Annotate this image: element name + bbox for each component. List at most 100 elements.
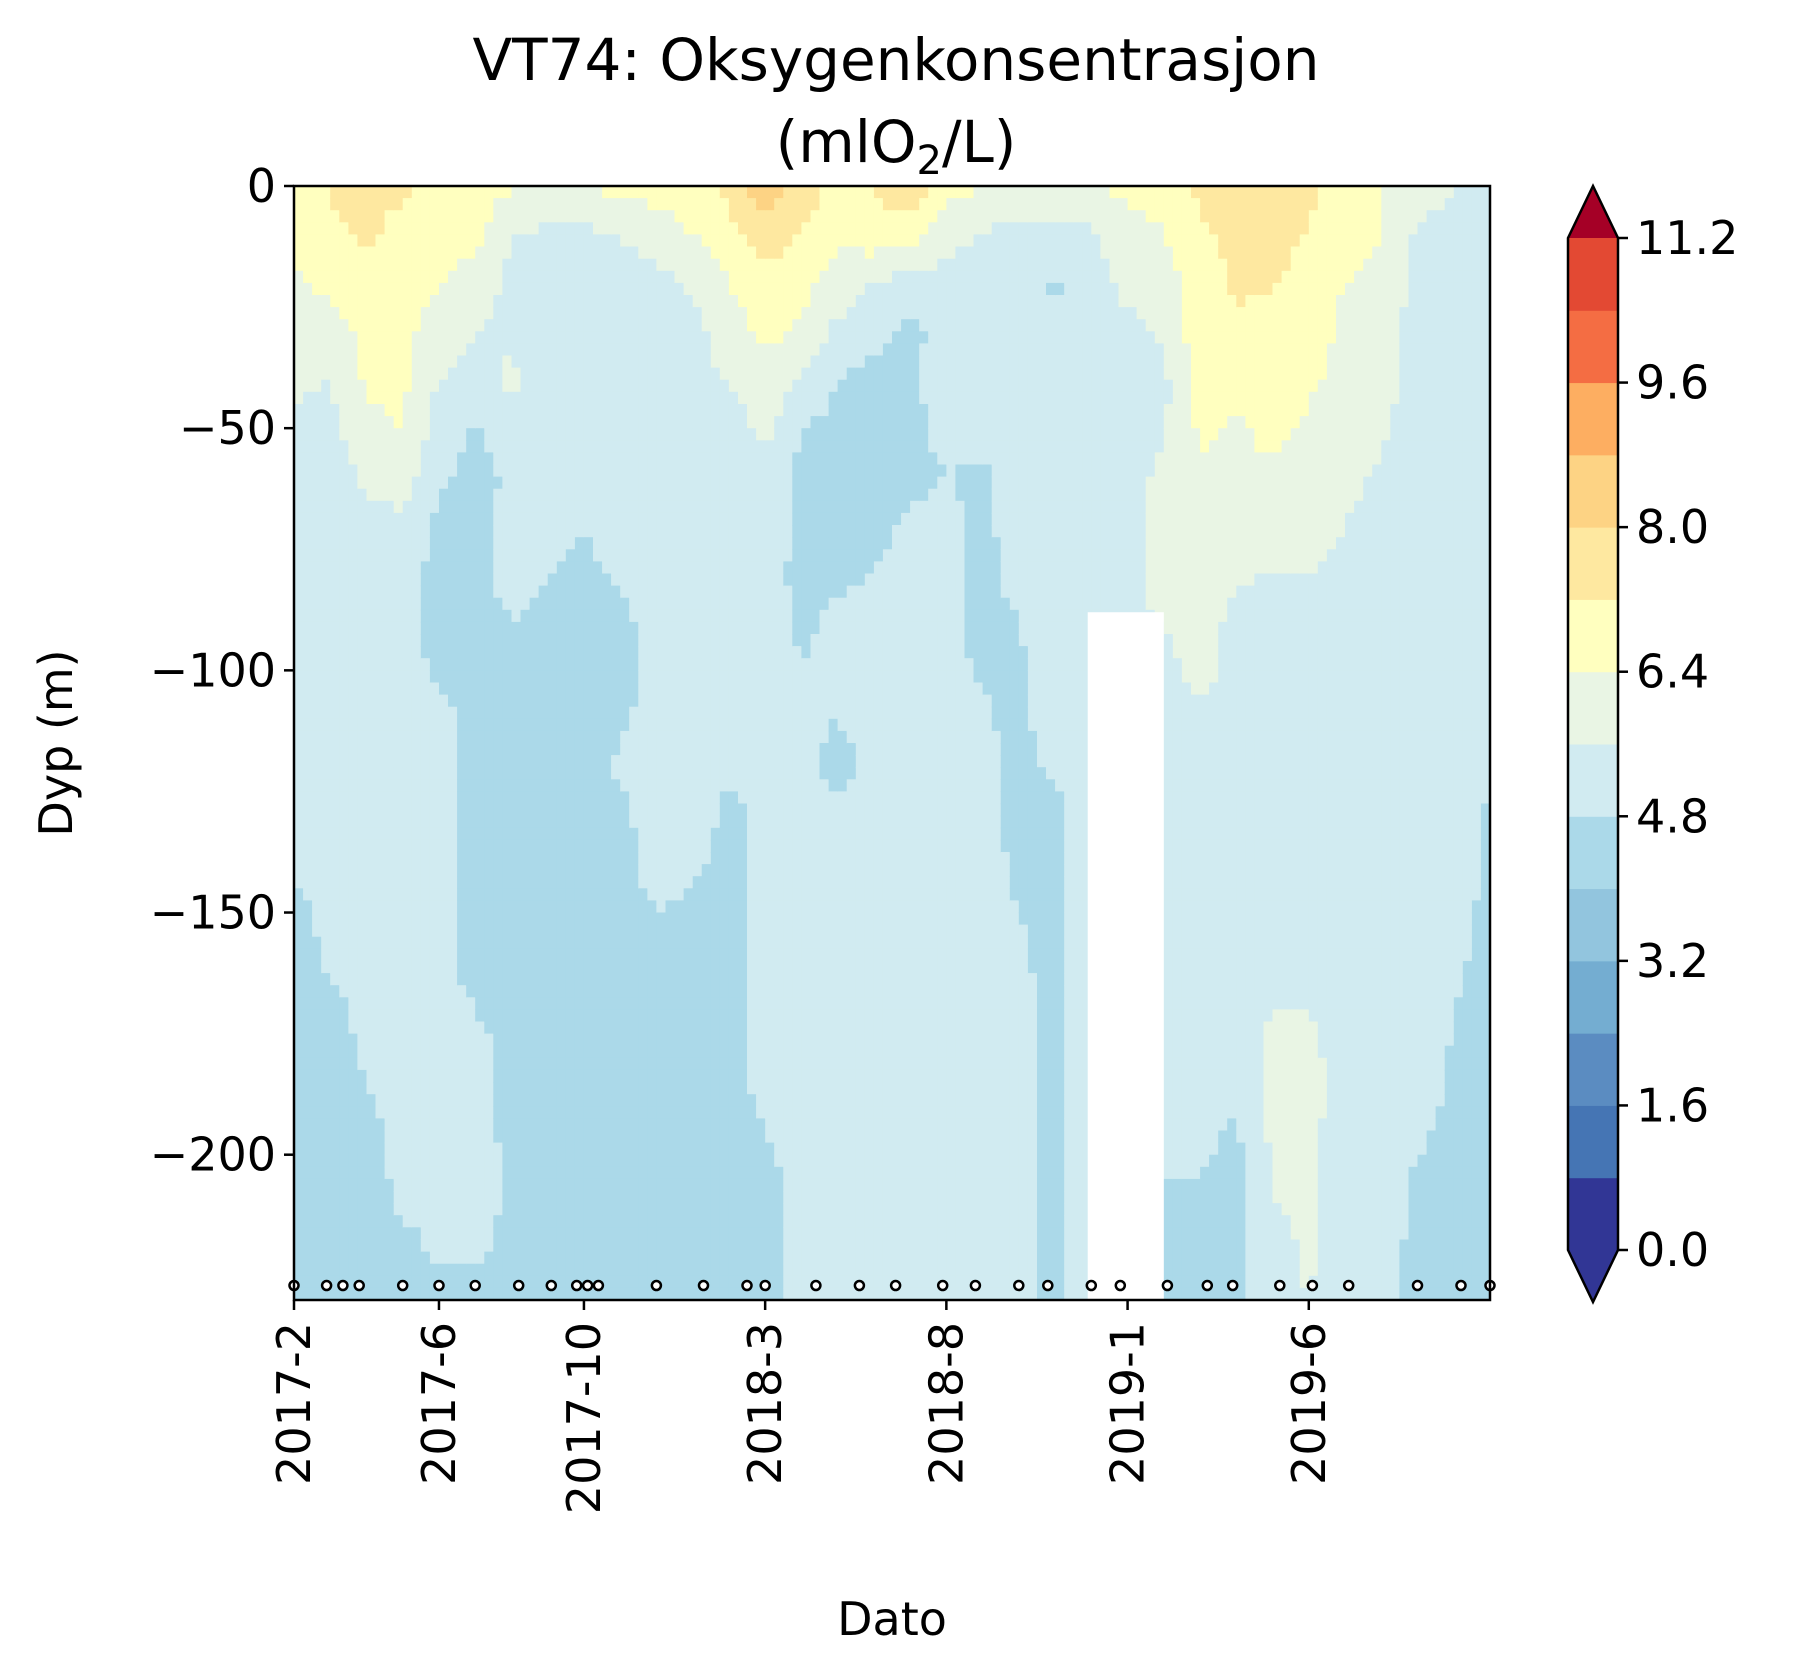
contour-cell bbox=[674, 658, 685, 671]
contour-cell bbox=[420, 464, 431, 478]
contour-cell bbox=[520, 295, 531, 308]
contour-cell bbox=[502, 222, 513, 235]
contour-cell bbox=[294, 839, 304, 853]
contour-cell bbox=[547, 585, 558, 599]
contour-cell bbox=[629, 1106, 639, 1119]
contour-cell bbox=[656, 1057, 667, 1071]
contour-cell bbox=[511, 1263, 522, 1277]
contour-cell bbox=[429, 198, 440, 211]
contour-cell bbox=[692, 1021, 703, 1035]
contour-cell bbox=[402, 1287, 413, 1300]
contour-cell bbox=[466, 561, 476, 575]
contour-cell bbox=[520, 1263, 531, 1277]
contour-cell bbox=[665, 1142, 676, 1156]
contour-cell bbox=[339, 1045, 349, 1059]
contour-cell bbox=[629, 573, 639, 587]
contour-cell bbox=[439, 791, 449, 805]
contour-cell bbox=[484, 1082, 494, 1095]
contour-cell bbox=[620, 234, 630, 248]
contour-cell bbox=[774, 1287, 784, 1300]
contour-cell bbox=[756, 1118, 766, 1132]
contour-cell bbox=[330, 597, 340, 611]
contour-cell bbox=[765, 1142, 775, 1156]
contour-cell bbox=[638, 1142, 648, 1156]
contour-cell bbox=[303, 1287, 313, 1300]
contour-cell bbox=[312, 379, 322, 393]
contour-cell bbox=[348, 379, 359, 393]
contour-cell bbox=[583, 404, 594, 417]
contour-cell bbox=[439, 561, 449, 575]
contour-cell bbox=[511, 621, 522, 635]
contour-cell bbox=[402, 876, 413, 889]
contour-cell bbox=[375, 634, 386, 647]
contour-cell bbox=[683, 609, 694, 623]
contour-cell bbox=[466, 779, 476, 792]
contour-cell bbox=[312, 1118, 322, 1132]
contour-cell bbox=[747, 682, 757, 696]
contour-cell bbox=[565, 343, 576, 357]
contour-cell bbox=[629, 379, 639, 393]
contour-cell bbox=[384, 1166, 395, 1180]
contour-cell bbox=[493, 282, 503, 296]
contour-cell bbox=[520, 670, 531, 683]
contour-cell bbox=[565, 210, 576, 223]
contour-cell bbox=[710, 1178, 721, 1192]
contour-cell bbox=[330, 319, 340, 332]
contour-cell bbox=[665, 476, 676, 490]
contour-cell bbox=[321, 561, 331, 575]
contour-cell bbox=[602, 1227, 612, 1240]
contour-cell bbox=[692, 961, 703, 974]
contour-cell bbox=[538, 767, 549, 780]
contour-cell bbox=[611, 694, 621, 708]
contour-cell bbox=[774, 803, 784, 817]
contour-cell bbox=[593, 961, 603, 974]
contour-cell bbox=[384, 924, 395, 938]
contour-cell bbox=[357, 755, 368, 768]
contour-cell bbox=[765, 440, 775, 453]
contour-cell bbox=[629, 864, 639, 877]
contour-cell bbox=[593, 331, 603, 344]
contour-cell bbox=[701, 270, 712, 284]
contour-cell bbox=[529, 985, 540, 998]
contour-cell bbox=[656, 512, 667, 526]
contour-cell bbox=[556, 1142, 567, 1156]
contour-cell bbox=[384, 186, 395, 199]
contour-cell bbox=[420, 924, 431, 938]
contour-cell bbox=[321, 525, 331, 538]
contour-cell bbox=[330, 428, 340, 441]
contour-cell bbox=[384, 307, 395, 320]
contour-cell bbox=[701, 537, 712, 550]
contour-cell bbox=[466, 755, 476, 768]
contour-cell bbox=[312, 609, 322, 623]
contour-cell bbox=[738, 367, 748, 381]
contour-cell bbox=[439, 1057, 449, 1071]
contour-cell bbox=[457, 936, 467, 950]
contour-cell bbox=[529, 1082, 540, 1095]
contour-cell bbox=[765, 1239, 775, 1253]
contour-cell bbox=[303, 755, 313, 768]
contour-cell bbox=[556, 452, 567, 466]
contour-cell bbox=[457, 1227, 467, 1240]
contour-cell bbox=[756, 682, 766, 696]
contour-cell bbox=[448, 936, 458, 950]
contour-cell bbox=[593, 537, 603, 550]
contour-cell bbox=[429, 912, 440, 926]
contour-cell bbox=[538, 440, 549, 453]
contour-cell bbox=[638, 428, 648, 441]
contour-cell bbox=[484, 537, 494, 550]
contour-cell bbox=[593, 1251, 603, 1265]
contour-cell bbox=[710, 888, 721, 901]
contour-cell bbox=[294, 827, 304, 841]
contour-cell bbox=[303, 767, 313, 780]
contour-cell bbox=[448, 525, 458, 538]
contour-cell bbox=[330, 706, 340, 720]
contour-cell bbox=[556, 924, 567, 938]
contour-cell bbox=[321, 210, 331, 223]
contour-cell bbox=[439, 997, 449, 1010]
contour-cell bbox=[683, 755, 694, 768]
contour-cell bbox=[429, 331, 440, 344]
contour-cell bbox=[674, 961, 685, 974]
contour-cell bbox=[321, 646, 331, 659]
contour-cell bbox=[466, 500, 476, 514]
contour-cell bbox=[439, 803, 449, 817]
